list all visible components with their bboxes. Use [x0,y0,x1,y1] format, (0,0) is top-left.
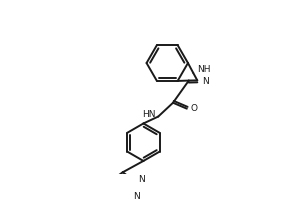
Text: HN: HN [142,110,156,119]
Text: O: O [190,104,197,113]
Text: N: N [133,192,140,200]
Text: NH: NH [197,65,211,74]
Text: N: N [202,77,209,86]
Text: N: N [138,175,145,184]
